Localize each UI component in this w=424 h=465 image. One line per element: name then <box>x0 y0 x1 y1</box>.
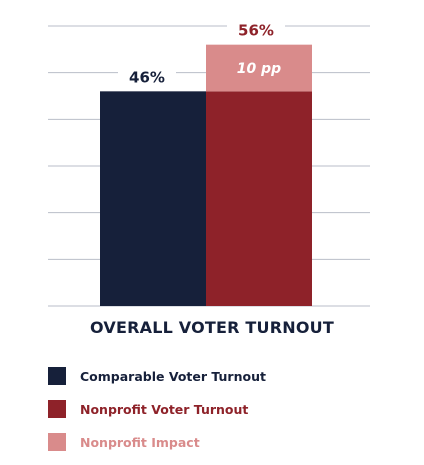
impact-data-label: 10 pp <box>237 61 281 77</box>
data-labels: 10 pp 46% 56% <box>118 20 285 88</box>
bars <box>100 44 312 306</box>
legend-item-comparable: Comparable Voter Turnout <box>48 366 266 386</box>
legend: Comparable Voter Turnout Nonprofit Voter… <box>48 366 266 465</box>
legend-label-comparable: Comparable Voter Turnout <box>80 368 266 384</box>
legend-label-nonprofit: Nonprofit Voter Turnout <box>80 401 249 417</box>
nonprofit-total-label: 56% <box>238 22 274 40</box>
nonprofit-total-label-bg <box>227 20 285 41</box>
legend-swatch-nonprofit <box>48 400 66 418</box>
legend-item-impact: Nonprofit Impact <box>48 432 266 452</box>
bar-nonprofit <box>206 91 312 306</box>
legend-swatch-comparable <box>48 367 66 385</box>
comparable-value-label: 46% <box>129 68 165 86</box>
bar-comparable <box>100 91 206 306</box>
chart: 10 pp 46% 56% <box>48 20 370 307</box>
legend-label-impact: Nonprofit Impact <box>80 434 200 450</box>
comparable-value-label-bg <box>118 67 176 88</box>
bar-impact <box>206 44 312 92</box>
legend-item-nonprofit: Nonprofit Voter Turnout <box>48 399 266 419</box>
legend-swatch-impact <box>48 433 66 451</box>
chart-title: OVERALL VOTER TURNOUT <box>90 318 334 337</box>
